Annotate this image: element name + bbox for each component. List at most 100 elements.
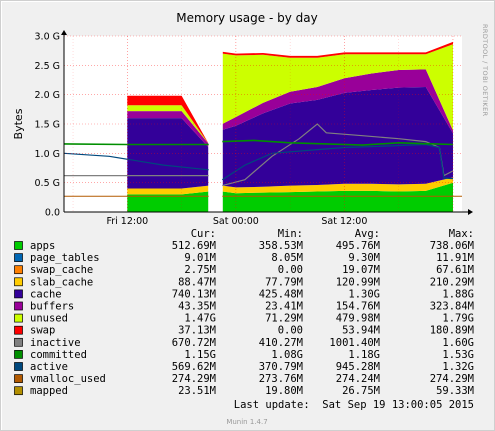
line-active xyxy=(63,152,209,171)
legend-row: vmalloc_used 274.29M 273.76M 274.24M 274.29M xyxy=(14,373,474,385)
legend-swatch xyxy=(14,277,23,287)
legend-value-max: 1.88G xyxy=(442,288,474,300)
legend-header: Max: xyxy=(449,228,474,240)
y-tick-label: 1.0 G xyxy=(35,149,61,160)
y-tick-label: 2.0 G xyxy=(35,90,61,101)
legend-value-avg: 154.76M xyxy=(336,301,380,313)
legend-value-avg: 1.30G xyxy=(348,288,380,300)
legend-value-max: 1.32G xyxy=(442,361,474,373)
legend-row: committed 1.15G 1.08G 1.18G 1.53G xyxy=(14,349,474,361)
legend-value-cur: 569.62M xyxy=(172,361,216,373)
legend-value-cur: 1.15G xyxy=(184,349,216,361)
legend-value-min: 410.27M xyxy=(259,337,303,349)
legend-value-cur: 2.75M xyxy=(184,264,216,276)
x-tick-label: Sat 12:00 xyxy=(321,216,367,227)
legend-label: unused xyxy=(30,313,68,325)
legend: Cur: Min: Avg: Max: apps 512.69M 358.53M 495.76… xyxy=(14,228,474,397)
legend-value-avg: 26.75M xyxy=(342,385,380,397)
munin-version: Munin 1.4.7 xyxy=(226,418,267,426)
legend-value-avg: 9.30M xyxy=(348,252,380,264)
legend-row: swap 37.13M 0.00 53.94M 180.89M xyxy=(14,325,474,337)
y-axis-arrow xyxy=(61,30,67,35)
legend-value-cur: 23.51M xyxy=(178,385,216,397)
legend-swatch xyxy=(14,313,23,323)
legend-value-max: 11.91M xyxy=(436,252,474,264)
legend-label: buffers xyxy=(30,301,74,313)
legend-label: vmalloc_used xyxy=(30,373,106,385)
legend-value-max: 274.29M xyxy=(430,373,474,385)
legend-value-min: 19.80M xyxy=(265,385,303,397)
legend-row: swap_cache 2.75M 0.00 19.07M 67.61M xyxy=(14,264,474,276)
legend-label: committed xyxy=(30,349,87,361)
legend-swatch xyxy=(14,386,23,396)
legend-value-min: 358.53M xyxy=(259,240,303,252)
chart-title: Memory usage - by day xyxy=(176,11,317,25)
x-tick-label: Sat 00:00 xyxy=(213,216,259,227)
legend-value-min: 370.79M xyxy=(259,361,303,373)
legend-value-cur: 1.47G xyxy=(184,313,216,325)
legend-value-cur: 740.13M xyxy=(172,288,216,300)
legend-value-cur: 512.69M xyxy=(172,240,216,252)
rrdtool-watermark: RRDTOOL / TOBI OETIKER xyxy=(481,24,489,117)
grid xyxy=(64,35,462,212)
legend-value-cur: 88.47M xyxy=(178,276,216,288)
legend-header: Avg: xyxy=(355,228,380,240)
legend-value-avg: 1001.40M xyxy=(329,337,380,349)
legend-value-avg: 479.98M xyxy=(336,313,380,325)
legend-label: cache xyxy=(30,288,62,300)
legend-value-cur: 43.35M xyxy=(178,301,216,313)
y-tick-label: 3.0 G xyxy=(35,32,61,43)
legend-value-min: 1.08G xyxy=(271,349,303,361)
legend-swatch xyxy=(14,325,23,335)
legend-value-max: 1.53G xyxy=(442,349,474,361)
line-committed xyxy=(63,143,209,146)
legend-value-cur: 9.01M xyxy=(184,252,216,264)
legend-value-min: 273.76M xyxy=(259,373,303,385)
legend-row: mapped 23.51M 19.80M 26.75M 59.33M xyxy=(14,385,474,397)
legend-label: mapped xyxy=(30,385,68,397)
legend-value-max: 1.60G xyxy=(442,337,474,349)
legend-value-min: 8.05M xyxy=(271,252,303,264)
x-tick-label: Fri 12:00 xyxy=(106,216,148,227)
legend-value-max: 59.33M xyxy=(436,385,474,397)
legend-value-max: 67.61M xyxy=(436,264,474,276)
legend-label: swap xyxy=(30,325,55,337)
x-axis-arrow xyxy=(468,209,473,215)
legend-value-min: 71.29M xyxy=(265,313,303,325)
legend-header: Cur: xyxy=(191,228,216,240)
legend-header: Min: xyxy=(278,228,303,240)
legend-label: apps xyxy=(30,240,55,252)
legend-swatch xyxy=(14,241,23,250)
legend-swatch xyxy=(14,337,23,347)
legend-row: cache 740.13M 425.48M 1.30G 1.88G xyxy=(14,288,474,300)
y-tick-label: 0.5 G xyxy=(35,178,61,189)
legend-label: active xyxy=(30,361,68,373)
axes: 0.0 0.5 G 1.0 G 1.5 G 2.0 G 2.5 G 3.0 G Fri 12:… xyxy=(35,30,473,227)
legend-swatch xyxy=(14,265,23,275)
legend-swatch xyxy=(14,253,23,262)
legend-value-avg: 1.18G xyxy=(348,349,380,361)
legend-value-min: 23.41M xyxy=(265,301,303,313)
data-gap xyxy=(208,36,223,212)
legend-label: page_tables xyxy=(30,252,100,264)
legend-value-max: 210.29M xyxy=(430,276,474,288)
legend-label: slab_cache xyxy=(30,276,93,288)
legend-row: active 569.62M 370.79M 945.28M 1.32G xyxy=(14,361,474,373)
legend-swatch xyxy=(14,289,23,299)
legend-value-cur: 37.13M xyxy=(178,325,216,337)
legend-value-avg: 53.94M xyxy=(342,325,380,337)
y-tick-label: 2.5 G xyxy=(35,61,61,72)
legend-swatch xyxy=(14,374,23,383)
legend-row: unused 1.47G 71.29M 479.98M 1.79G xyxy=(14,313,474,325)
legend-value-min: 77.79M xyxy=(265,276,303,288)
legend-value-min: 425.48M xyxy=(259,288,303,300)
legend-value-avg: 120.99M xyxy=(336,276,380,288)
y-axis-label: Bytes xyxy=(12,108,25,139)
y-tick-label: 1.5 G xyxy=(35,120,61,131)
last-update: Last update: Sat Sep 19 13:00:05 2015 xyxy=(234,399,474,411)
legend-label: inactive xyxy=(30,337,81,349)
legend-value-max: 1.79G xyxy=(442,313,474,325)
legend-value-avg: 19.07M xyxy=(342,264,380,276)
legend-value-cur: 670.72M xyxy=(172,337,216,349)
